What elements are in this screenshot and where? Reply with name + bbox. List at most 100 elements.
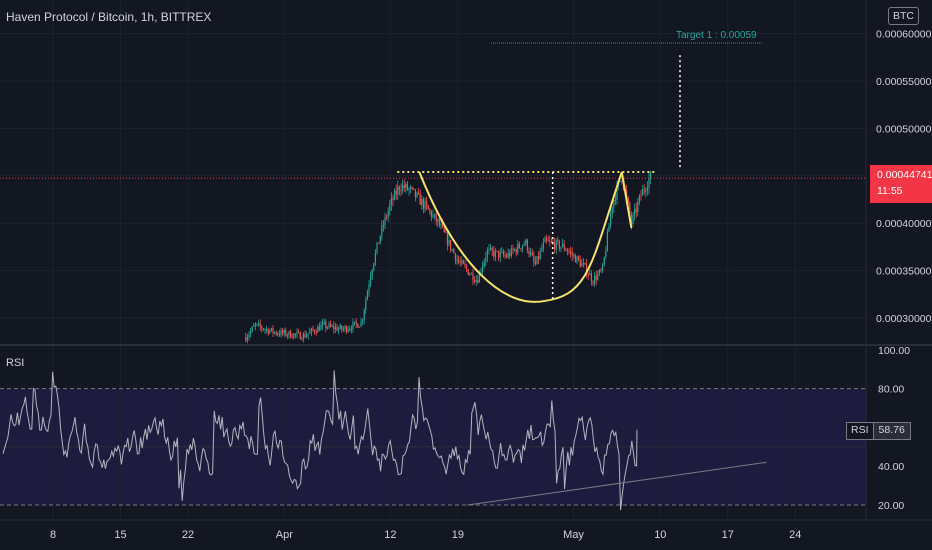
candle-body — [640, 195, 642, 197]
candle-body — [259, 323, 261, 327]
candle-body — [520, 248, 522, 250]
candle-body — [506, 255, 508, 258]
candle-body — [314, 330, 316, 333]
candle-body — [290, 331, 292, 338]
candle-body — [283, 330, 285, 334]
candle-body — [269, 330, 271, 334]
candle-body — [325, 322, 327, 329]
candle-body — [384, 216, 386, 226]
candle-body — [635, 208, 637, 212]
candle-body — [603, 257, 605, 266]
candle-body — [382, 225, 384, 227]
candle-body — [344, 326, 346, 329]
candle-body — [563, 243, 565, 250]
candle-body — [378, 242, 380, 244]
candle-body — [435, 213, 437, 222]
candle-body — [440, 224, 442, 226]
candle-body — [274, 332, 276, 334]
price-tick-label: 0.00055000 — [876, 76, 932, 88]
candle-body — [406, 183, 408, 190]
candle-body — [363, 310, 365, 320]
time-tick-label: 19 — [452, 529, 464, 541]
candle-body — [301, 339, 303, 341]
candle-body — [539, 250, 541, 259]
candle-body — [304, 334, 306, 338]
candle-body — [550, 241, 552, 243]
candle-body — [336, 327, 338, 331]
candle-body — [592, 281, 594, 284]
candle-body — [504, 255, 506, 257]
candle-body — [582, 263, 584, 265]
currency-button[interactable]: BTC — [888, 7, 919, 25]
candle-body — [590, 273, 592, 282]
candle-body — [413, 188, 415, 190]
candle-body — [478, 272, 480, 283]
candle-body — [395, 190, 397, 195]
candle-body — [346, 326, 348, 332]
candle-body — [355, 321, 357, 324]
candle-body — [642, 189, 644, 196]
candle-body — [270, 327, 272, 331]
candle-body — [350, 328, 352, 330]
candle-body — [646, 187, 648, 191]
target-annotation: Target 1 : 0.00059 — [491, 30, 762, 171]
candle-body — [637, 201, 639, 212]
candle-body — [293, 333, 295, 338]
candle-body — [331, 325, 333, 327]
candle-body — [558, 241, 560, 249]
candle-body — [264, 329, 266, 331]
candle-body — [248, 334, 250, 338]
candle-body — [288, 331, 290, 336]
candle-body — [298, 332, 300, 334]
candle-body — [437, 218, 439, 222]
candle-body — [571, 252, 573, 256]
candle-body — [515, 249, 517, 253]
candle-body — [630, 214, 632, 225]
candle-body — [318, 326, 320, 331]
candle-body — [278, 333, 280, 335]
candle-body — [584, 263, 586, 265]
time-tick-label: 10 — [654, 529, 666, 541]
candle-body — [262, 328, 264, 330]
candle-body — [610, 214, 612, 226]
candle-body — [416, 192, 418, 197]
price-tick-label: 0.00030000 — [876, 313, 932, 325]
candle-body — [597, 274, 599, 280]
candle-body — [595, 275, 597, 280]
candle-body — [434, 213, 436, 215]
handle-line — [620, 171, 633, 229]
candle-body — [334, 327, 336, 330]
candle-body — [498, 250, 500, 258]
candle-body — [282, 330, 284, 334]
rsi-badge-value: 58.76 — [873, 422, 911, 440]
candle-body — [565, 249, 567, 251]
candle-body — [374, 252, 376, 264]
candle-body — [250, 330, 252, 335]
candle-body — [326, 327, 328, 329]
candle-body — [626, 189, 628, 198]
candle-body — [523, 243, 525, 246]
candle-body — [602, 265, 604, 271]
candle-body — [621, 180, 623, 182]
candle-body — [379, 235, 381, 244]
candle-body — [330, 323, 332, 327]
rsi-value-badge: RSI 58.76 — [846, 422, 911, 440]
candle-body — [594, 275, 596, 284]
candle-body — [341, 325, 343, 330]
candle-body — [432, 214, 434, 218]
candle-body — [360, 322, 362, 327]
candle-body — [246, 337, 248, 341]
candle-body — [627, 197, 629, 204]
chart-title: Haven Protocol / Bitcoin, 1h, BITTREX — [6, 10, 212, 24]
candle-body — [323, 322, 325, 324]
candle-body — [470, 273, 472, 275]
candle-body — [349, 328, 351, 330]
candle-body — [370, 276, 372, 285]
candle-body — [442, 224, 444, 227]
candle-body — [267, 328, 269, 334]
candle-body — [414, 189, 416, 197]
candle-body — [315, 332, 317, 334]
candle-body — [426, 201, 428, 206]
candle-body — [560, 246, 562, 249]
